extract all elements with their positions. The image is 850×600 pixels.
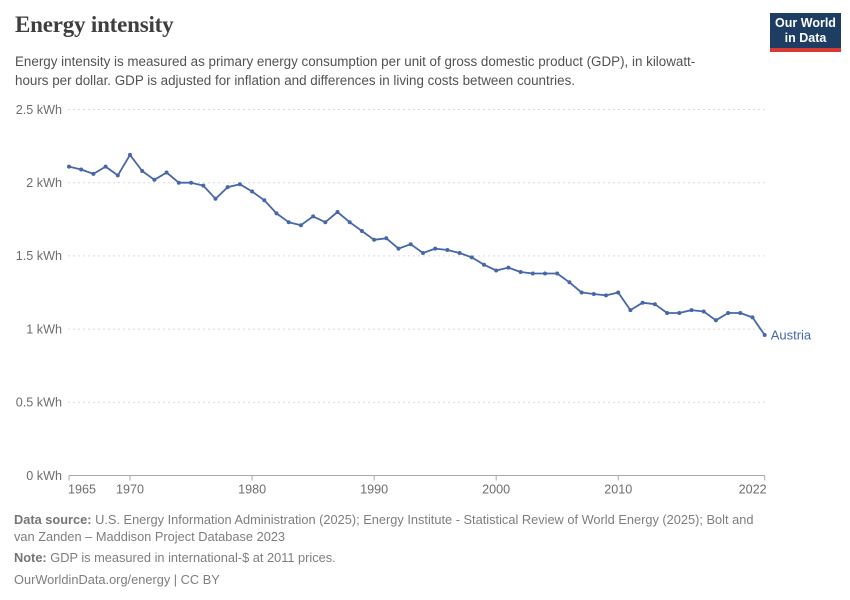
series-line[interactable] [68, 154, 766, 336]
x-tick-label: 1970 [116, 483, 144, 497]
data-point-marker[interactable] [298, 223, 303, 228]
data-source-line: Data source: U.S. Energy Information Adm… [14, 511, 759, 545]
data-point-marker[interactable] [372, 237, 377, 242]
data-point-marker[interactable] [128, 152, 132, 157]
data-point-marker[interactable] [701, 309, 706, 314]
data-point-marker[interactable] [445, 248, 450, 252]
data-point-marker[interactable] [530, 271, 535, 276]
data-point-marker[interactable] [591, 292, 596, 296]
data-point-marker[interactable] [140, 169, 145, 173]
data-point-marker[interactable] [67, 164, 71, 169]
data-point-marker[interactable] [518, 270, 523, 274]
data-point-marker[interactable] [469, 255, 474, 260]
data-point-marker[interactable] [237, 182, 242, 187]
data-point-marker[interactable] [506, 265, 511, 270]
data-source-label: Data source: [14, 512, 92, 527]
x-tick-label: 1980 [238, 483, 266, 497]
data-point-marker[interactable] [115, 173, 120, 178]
data-point-marker[interactable] [103, 164, 108, 169]
data-point-marker[interactable] [457, 251, 462, 255]
data-point-marker[interactable] [628, 308, 633, 313]
y-tick-label: 2.5 kWh [16, 103, 62, 117]
data-point-marker[interactable] [347, 220, 352, 225]
data-source-text: U.S. Energy Information Administration (… [14, 512, 754, 544]
data-point-marker[interactable] [201, 183, 206, 188]
x-tick-label: 2000 [482, 483, 510, 497]
data-point-marker[interactable] [176, 180, 181, 185]
data-point-marker[interactable] [640, 300, 645, 305]
data-point-marker[interactable] [604, 293, 608, 298]
license-line: OurWorldinData.org/energy | CC BY [14, 572, 220, 587]
data-point-marker[interactable] [677, 311, 682, 315]
data-point-marker[interactable] [482, 262, 486, 267]
note-line: Note: GDP is measured in international-$… [14, 549, 759, 566]
data-point-marker[interactable] [750, 315, 755, 320]
data-point-marker[interactable] [726, 311, 731, 315]
data-point-marker[interactable] [250, 189, 255, 194]
data-point-marker[interactable] [213, 196, 218, 201]
data-point-marker[interactable] [262, 198, 267, 203]
x-tick-label: 1990 [360, 483, 388, 497]
chart-footer: Data source: U.S. Energy Information Adm… [14, 511, 759, 588]
y-tick-label: 1.5 kWh [16, 249, 62, 263]
x-tick-label: 2022 [739, 483, 767, 497]
data-point-marker[interactable] [384, 236, 389, 241]
data-point-marker[interactable] [713, 318, 718, 323]
data-point-marker[interactable] [579, 290, 584, 295]
data-point-marker[interactable] [616, 290, 621, 295]
series-entity-label: Austria [771, 328, 812, 343]
x-tick-label: 1965 [68, 483, 96, 497]
data-point-marker[interactable] [91, 171, 96, 176]
data-point-marker[interactable] [79, 167, 84, 172]
note-text: GDP is measured in international-$ at 20… [46, 550, 336, 565]
y-tick-label: 0 kWh [26, 469, 62, 483]
data-point-marker[interactable] [359, 229, 364, 233]
data-point-marker[interactable] [311, 214, 316, 219]
chart-subtitle: Energy intensity is measured as primary … [15, 54, 696, 88]
data-point-marker[interactable] [286, 220, 291, 225]
data-point-marker[interactable] [164, 170, 169, 175]
data-point-marker[interactable] [433, 246, 438, 251]
line-series-austria[interactable]: Austria [67, 152, 812, 343]
data-point-marker[interactable] [567, 280, 572, 285]
data-point-marker[interactable] [689, 308, 694, 313]
note-label: Note: [14, 550, 47, 565]
data-point-marker[interactable] [494, 268, 499, 273]
data-point-marker[interactable] [555, 271, 560, 276]
y-tick-label: 0.5 kWh [16, 396, 62, 410]
data-point-marker[interactable] [762, 333, 767, 337]
x-tick-label: 2010 [604, 483, 632, 497]
data-point-marker[interactable] [421, 251, 425, 255]
owid-logo-line2: in Data [784, 31, 827, 45]
data-point-marker[interactable] [152, 177, 157, 182]
data-point-marker[interactable] [652, 302, 657, 307]
y-tick-label: 1 kWh [26, 322, 62, 336]
data-point-marker[interactable] [323, 220, 328, 225]
data-point-marker[interactable] [408, 242, 413, 247]
data-point-marker[interactable] [189, 180, 194, 185]
data-point-marker[interactable] [225, 185, 230, 190]
owid-logo[interactable]: Our World in Data [770, 13, 841, 52]
owid-logo-line1: Our World [775, 16, 836, 30]
data-point-marker[interactable] [543, 271, 547, 276]
data-point-marker[interactable] [738, 311, 743, 315]
data-point-marker[interactable] [335, 210, 340, 214]
page-title: Energy intensity [15, 12, 174, 37]
data-point-marker[interactable] [396, 246, 401, 251]
data-point-marker[interactable] [274, 211, 279, 216]
data-point-marker[interactable] [665, 311, 670, 315]
y-tick-label: 2 kWh [26, 176, 62, 190]
